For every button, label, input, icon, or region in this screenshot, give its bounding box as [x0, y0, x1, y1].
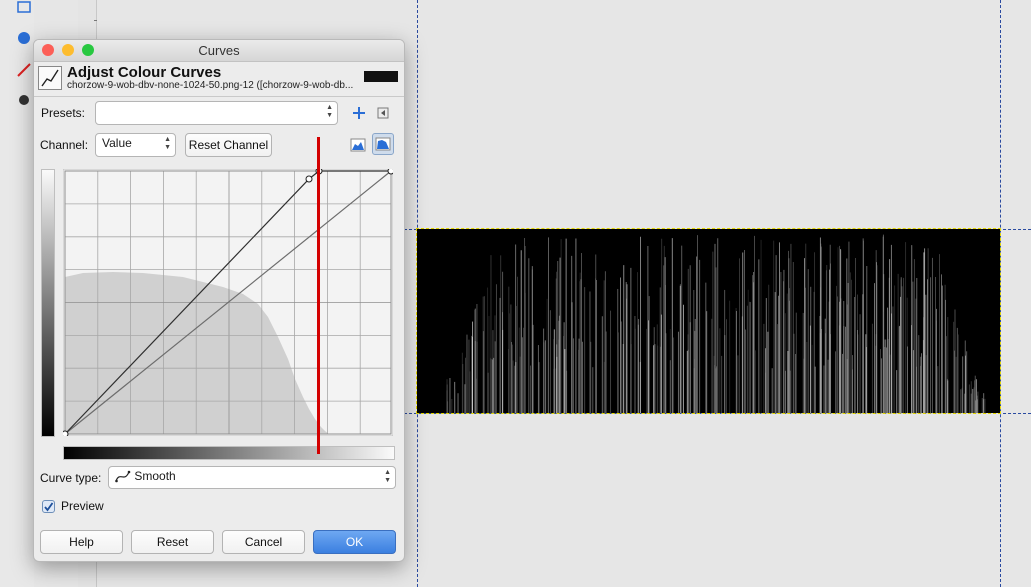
presets-combo[interactable]: ▲ ▼ — [95, 101, 338, 125]
identity-line — [64, 170, 392, 435]
curve-point[interactable] — [387, 169, 393, 175]
smooth-curve-icon — [115, 470, 131, 483]
curve-type-label: Curve type: — [40, 471, 102, 485]
linear-histogram-button[interactable] — [347, 134, 369, 156]
align-tool-icon[interactable] — [17, 1, 31, 13]
curve-type-combo[interactable]: Smooth ▲ ▼ — [108, 466, 396, 489]
horizontal-guide-bottom[interactable] — [404, 413, 1031, 414]
image-name: chorzow-9-wob-dbv-none-1024-50.png-12 ([… — [67, 80, 354, 91]
reset-channel-button[interactable]: Reset Channel — [185, 133, 272, 157]
preset-menu-button[interactable] — [372, 102, 394, 124]
updown-arrows-icon: ▲ ▼ — [326, 104, 333, 119]
color-picker-icon[interactable] — [17, 63, 31, 77]
vertical-guide-right[interactable] — [1000, 0, 1001, 587]
header-separator — [34, 96, 404, 97]
channel-combo[interactable]: Value ▲ ▼ — [95, 133, 176, 157]
ok-button[interactable]: OK — [313, 530, 396, 554]
red-marker-line — [317, 137, 320, 454]
minimize-window-button[interactable] — [62, 44, 74, 56]
help-button[interactable]: Help — [40, 530, 123, 554]
updown-arrows-icon: ▲ ▼ — [384, 469, 391, 484]
channel-label: Channel: — [40, 138, 89, 152]
paint-tool-icon[interactable] — [19, 95, 29, 105]
updown-arrows-icon: ▲ ▼ — [164, 136, 171, 151]
zoom-window-button[interactable] — [82, 44, 94, 56]
linear-histogram-icon — [350, 138, 366, 152]
reset-button[interactable]: Reset — [131, 530, 214, 554]
logarithmic-histogram-icon — [375, 137, 391, 151]
dialog-heading: Adjust Colour Curves — [67, 64, 222, 81]
curve-type-value: Smooth — [134, 469, 176, 483]
graph-frame — [64, 170, 392, 435]
toolbox-panel — [0, 0, 34, 587]
cancel-button[interactable]: Cancel — [222, 530, 305, 554]
plus-icon — [353, 107, 365, 119]
spectrogram-graphic — [446, 234, 986, 413]
checkmark-icon — [44, 502, 54, 512]
adjusted-curve — [64, 170, 391, 435]
cage-tool-icon[interactable] — [18, 32, 30, 44]
presets-label: Presets: — [41, 106, 86, 120]
graph-grid — [65, 171, 391, 434]
toolbox-tools — [17, 1, 31, 105]
curve-graph[interactable] — [63, 169, 393, 436]
channel-value: Value — [102, 136, 132, 150]
horizontal-gradient-bar — [63, 446, 395, 460]
logarithmic-histogram-button[interactable] — [372, 133, 394, 155]
curves-icon — [38, 66, 62, 90]
image-thumbnail — [364, 71, 398, 82]
curve-point[interactable] — [305, 175, 313, 183]
add-preset-button[interactable] — [348, 102, 370, 124]
spectrogram-image[interactable] — [416, 228, 1001, 414]
preview-checkbox[interactable] — [42, 500, 55, 513]
vertical-gradient-bar — [41, 169, 55, 437]
curves-dialog: Curves Adjust Colour Curves chorzow-9-wo… — [33, 39, 405, 562]
window-title: Curves — [198, 43, 240, 58]
curve-point[interactable] — [63, 430, 69, 436]
preview-label[interactable]: Preview — [61, 499, 104, 513]
close-window-button[interactable] — [42, 44, 54, 56]
menu-arrow-icon — [377, 107, 389, 119]
title-bar[interactable]: Curves — [34, 40, 404, 62]
